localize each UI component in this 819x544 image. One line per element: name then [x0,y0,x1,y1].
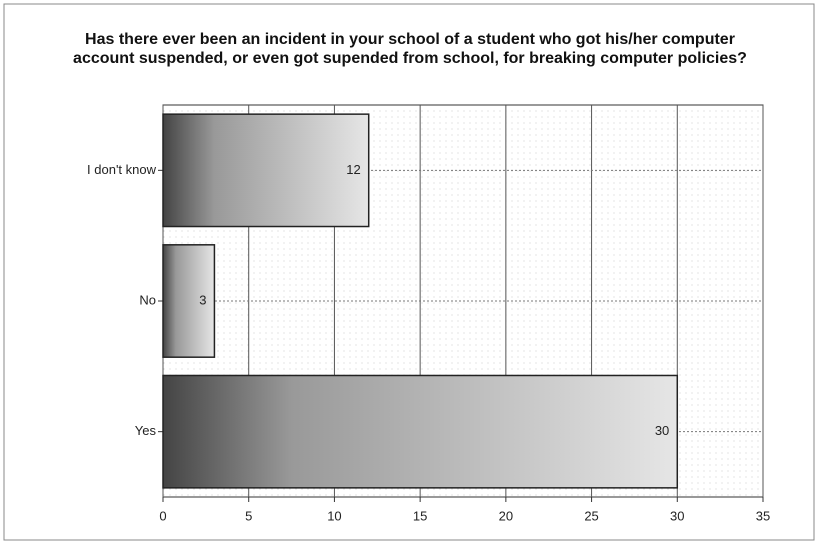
x-tick-label: 5 [245,508,252,523]
x-tick-label: 10 [327,508,341,523]
x-tick-label: 35 [756,508,770,523]
x-tick-label: 30 [670,508,684,523]
data-label: 30 [655,423,669,438]
x-tick-label: 0 [159,508,166,523]
bar [162,374,679,489]
data-label: 12 [346,162,360,177]
data-label: 3 [199,292,206,307]
y-tick-label: No [139,292,156,307]
y-tick-label: Yes [135,423,157,438]
bar [162,113,370,228]
plot: 0 5 10 15 20 25 30 35 I don't know No Yes 12 3 30 [87,105,770,523]
bar [162,244,216,358]
frame [3,3,815,541]
y-tick-label: I don't know [87,162,157,177]
x-tick-label: 25 [584,508,598,523]
x-tick-label: 15 [413,508,427,523]
x-tick-label: 20 [499,508,513,523]
chart-title: Has there ever been an incident in your … [73,31,747,67]
